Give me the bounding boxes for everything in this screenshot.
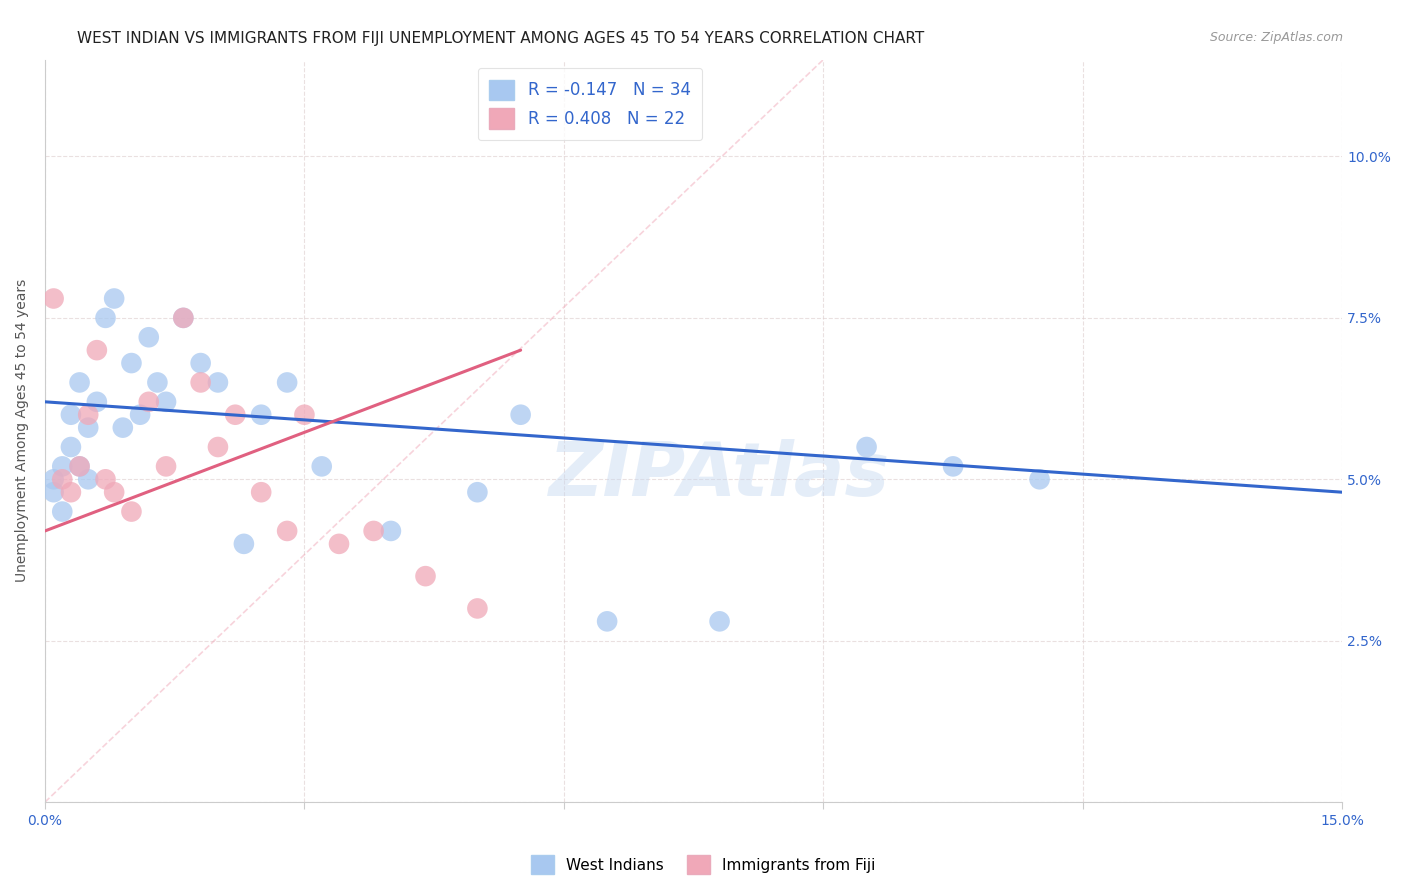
- Point: [120, 505, 142, 519]
- Point: [77, 420, 100, 434]
- Point: [190, 356, 212, 370]
- Point: [207, 376, 229, 390]
- Legend: R = -0.147   N = 34, R = 0.408   N = 22: R = -0.147 N = 34, R = 0.408 N = 22: [478, 68, 702, 140]
- Point: [111, 420, 134, 434]
- Text: ZIPAtlas: ZIPAtlas: [548, 439, 890, 512]
- Point: [138, 330, 160, 344]
- Point: [42, 485, 65, 500]
- Point: [69, 376, 91, 390]
- Point: [94, 472, 117, 486]
- Point: [942, 459, 965, 474]
- Point: [51, 505, 73, 519]
- Point: [77, 472, 100, 486]
- Point: [69, 459, 91, 474]
- Point: [86, 343, 108, 358]
- Point: [467, 485, 489, 500]
- Point: [276, 376, 298, 390]
- Point: [250, 485, 273, 500]
- Point: [207, 440, 229, 454]
- Point: [467, 601, 489, 615]
- Point: [596, 615, 619, 629]
- Point: [146, 376, 169, 390]
- Point: [509, 408, 531, 422]
- Point: [42, 292, 65, 306]
- Legend: West Indians, Immigrants from Fiji: West Indians, Immigrants from Fiji: [524, 849, 882, 880]
- Point: [120, 356, 142, 370]
- Text: WEST INDIAN VS IMMIGRANTS FROM FIJI UNEMPLOYMENT AMONG AGES 45 TO 54 YEARS CORRE: WEST INDIAN VS IMMIGRANTS FROM FIJI UNEM…: [77, 31, 925, 46]
- Y-axis label: Unemployment Among Ages 45 to 54 years: Unemployment Among Ages 45 to 54 years: [15, 279, 30, 582]
- Point: [380, 524, 402, 538]
- Point: [59, 408, 82, 422]
- Point: [172, 310, 194, 325]
- Point: [232, 537, 254, 551]
- Point: [250, 408, 273, 422]
- Point: [94, 310, 117, 325]
- Point: [103, 292, 125, 306]
- Point: [69, 459, 91, 474]
- Point: [224, 408, 246, 422]
- Point: [855, 440, 877, 454]
- Point: [51, 459, 73, 474]
- Point: [1028, 472, 1050, 486]
- Point: [129, 408, 152, 422]
- Point: [155, 394, 177, 409]
- Point: [59, 440, 82, 454]
- Point: [42, 472, 65, 486]
- Point: [51, 472, 73, 486]
- Point: [415, 569, 437, 583]
- Point: [138, 394, 160, 409]
- Point: [311, 459, 333, 474]
- Point: [86, 394, 108, 409]
- Point: [363, 524, 385, 538]
- Point: [172, 310, 194, 325]
- Point: [276, 524, 298, 538]
- Point: [77, 408, 100, 422]
- Point: [59, 485, 82, 500]
- Point: [103, 485, 125, 500]
- Point: [190, 376, 212, 390]
- Point: [709, 615, 731, 629]
- Point: [294, 408, 316, 422]
- Text: Source: ZipAtlas.com: Source: ZipAtlas.com: [1209, 31, 1343, 45]
- Point: [328, 537, 350, 551]
- Point: [155, 459, 177, 474]
